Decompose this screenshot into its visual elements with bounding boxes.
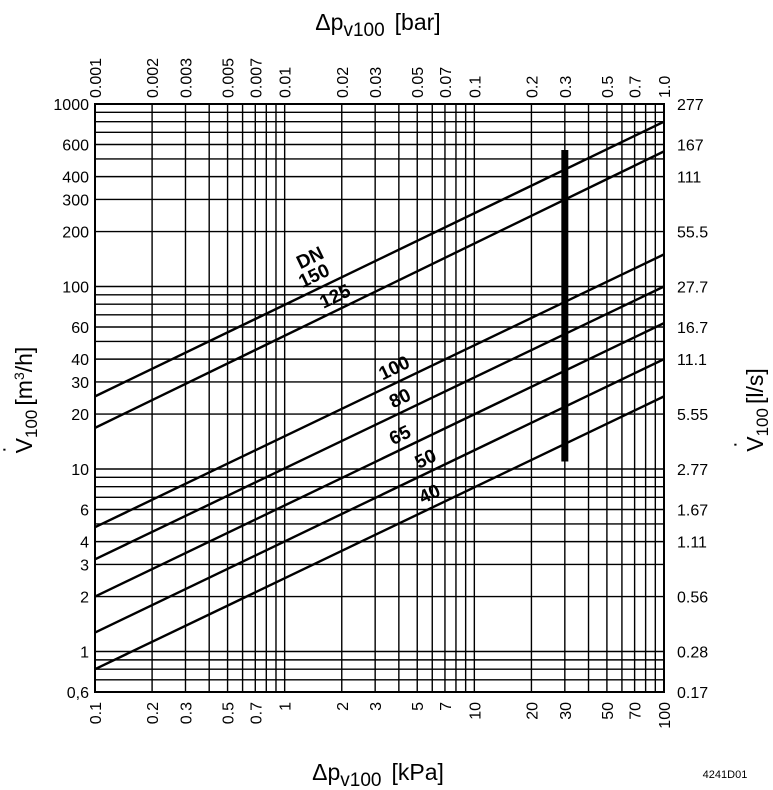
bottom-tick-label: 1 [278, 702, 295, 711]
top-tick-label: 0.02 [335, 67, 352, 98]
left-tick-label: 1000 [53, 97, 89, 114]
right-axis-title: V100[l/s] · [724, 368, 772, 452]
top-tick-label: 1.0 [657, 76, 674, 98]
right-tick-label: 167 [677, 137, 704, 154]
left-tick-label: 300 [62, 192, 89, 209]
bottom-tick-label: 0.3 [178, 702, 195, 724]
left-tick-label: 3 [80, 557, 89, 574]
bottom-tick-label: 0.7 [248, 702, 265, 724]
left-tick-label: 600 [62, 137, 89, 154]
top-tick-label: 0.05 [410, 67, 427, 98]
left-tick-label: 400 [62, 170, 89, 187]
right-tick-label: 16.7 [677, 320, 708, 337]
top-tick-label: 0.03 [368, 67, 385, 98]
left-tick-label: 40 [71, 352, 89, 369]
right-axis-title-dot: · [724, 441, 746, 448]
bottom-tick-label: 70 [628, 702, 645, 720]
right-tick-label: 11.1 [677, 352, 707, 369]
top-tick-label: 0.3 [558, 76, 575, 98]
left-tick-label: 30 [71, 375, 89, 392]
bottom-tick-label: 0.2 [145, 702, 162, 724]
series-line-dn40 [94, 395, 665, 671]
top-axis-title: Δpv100 [bar] [315, 9, 440, 41]
left-tick-label: 10 [71, 462, 89, 479]
bottom-tick-label: 7 [438, 702, 455, 711]
plot-frame [94, 103, 665, 693]
bottom-tick-label: 10 [467, 702, 484, 720]
left-tick-label: 60 [71, 320, 89, 337]
top-tick-label: 0.001 [88, 58, 105, 98]
series-line-dn150 [94, 120, 665, 398]
bottom-tick-label: 50 [600, 702, 617, 720]
right-tick-label: 0.17 [677, 685, 708, 702]
bottom-tick-label: 30 [558, 702, 575, 720]
right-tick-label: 5.55 [677, 407, 708, 424]
series-line-dn80 [94, 285, 665, 561]
right-tick-label: 55.5 [677, 225, 708, 242]
left-tick-label: 0,6 [67, 685, 89, 702]
bottom-tick-label: 100 [657, 702, 674, 729]
top-tick-label: 0.005 [221, 58, 238, 98]
left-tick-label: 2 [80, 590, 89, 607]
grid [94, 103, 665, 693]
svg-text:V100[m3/h]: V100[m3/h] [11, 347, 41, 454]
bottom-tick-label: 5 [410, 702, 427, 711]
left-axis-title: V100[m3/h] · [0, 347, 41, 454]
svg-text:V100[l/s]: V100[l/s] [742, 368, 772, 452]
series-line-dn100 [94, 253, 665, 529]
right-tick-label: 111 [677, 170, 701, 187]
right-tick-label: 277 [677, 97, 704, 114]
series-line-dn50 [94, 358, 665, 634]
top-tick-label: 0.002 [145, 58, 162, 98]
top-tick-label: 0.07 [438, 67, 455, 98]
right-tick-label: 2.77 [677, 462, 708, 479]
series-line-dn65 [94, 322, 665, 598]
plot-border [94, 103, 665, 693]
left-tick-label: 1 [80, 645, 89, 662]
bottom-tick-label: 20 [524, 702, 541, 720]
left-tick-label: 100 [62, 280, 89, 297]
right-tick-label: 27.7 [677, 280, 708, 297]
series-label-dn100: 100 [376, 352, 414, 385]
left-tick-label: 6 [80, 502, 89, 519]
top-tick-label: 0.7 [628, 76, 645, 98]
series-line-dn125 [94, 150, 665, 429]
top-tick-label: 0.5 [600, 76, 617, 98]
top-tick-label: 0.007 [248, 58, 265, 98]
bottom-tick-label: 3 [368, 702, 385, 711]
series-lines [94, 120, 665, 671]
left-axis-title-dot: · [0, 446, 15, 453]
tick-labels: 10006004003002001006040302010643210,6277… [53, 58, 708, 729]
code-label: 4241D01 [703, 769, 748, 781]
top-tick-label: 0.01 [278, 67, 295, 98]
top-tick-label: 0.2 [524, 76, 541, 98]
right-tick-label: 1.11 [677, 535, 707, 552]
bottom-tick-label: 0.5 [221, 702, 238, 724]
bottom-tick-label: 2 [335, 702, 352, 711]
top-tick-label: 0.003 [178, 58, 195, 98]
bottom-tick-label: 0.1 [88, 702, 105, 724]
left-tick-label: 4 [80, 535, 89, 552]
right-tick-label: 0.28 [677, 645, 708, 662]
right-tick-label: 1.67 [677, 502, 708, 519]
right-tick-label: 0.56 [677, 590, 708, 607]
bottom-axis-title: Δpv100 [kPa] [312, 759, 444, 790]
left-tick-label: 200 [62, 225, 89, 242]
top-tick-label: 0.1 [467, 76, 484, 98]
left-tick-label: 20 [71, 407, 89, 424]
